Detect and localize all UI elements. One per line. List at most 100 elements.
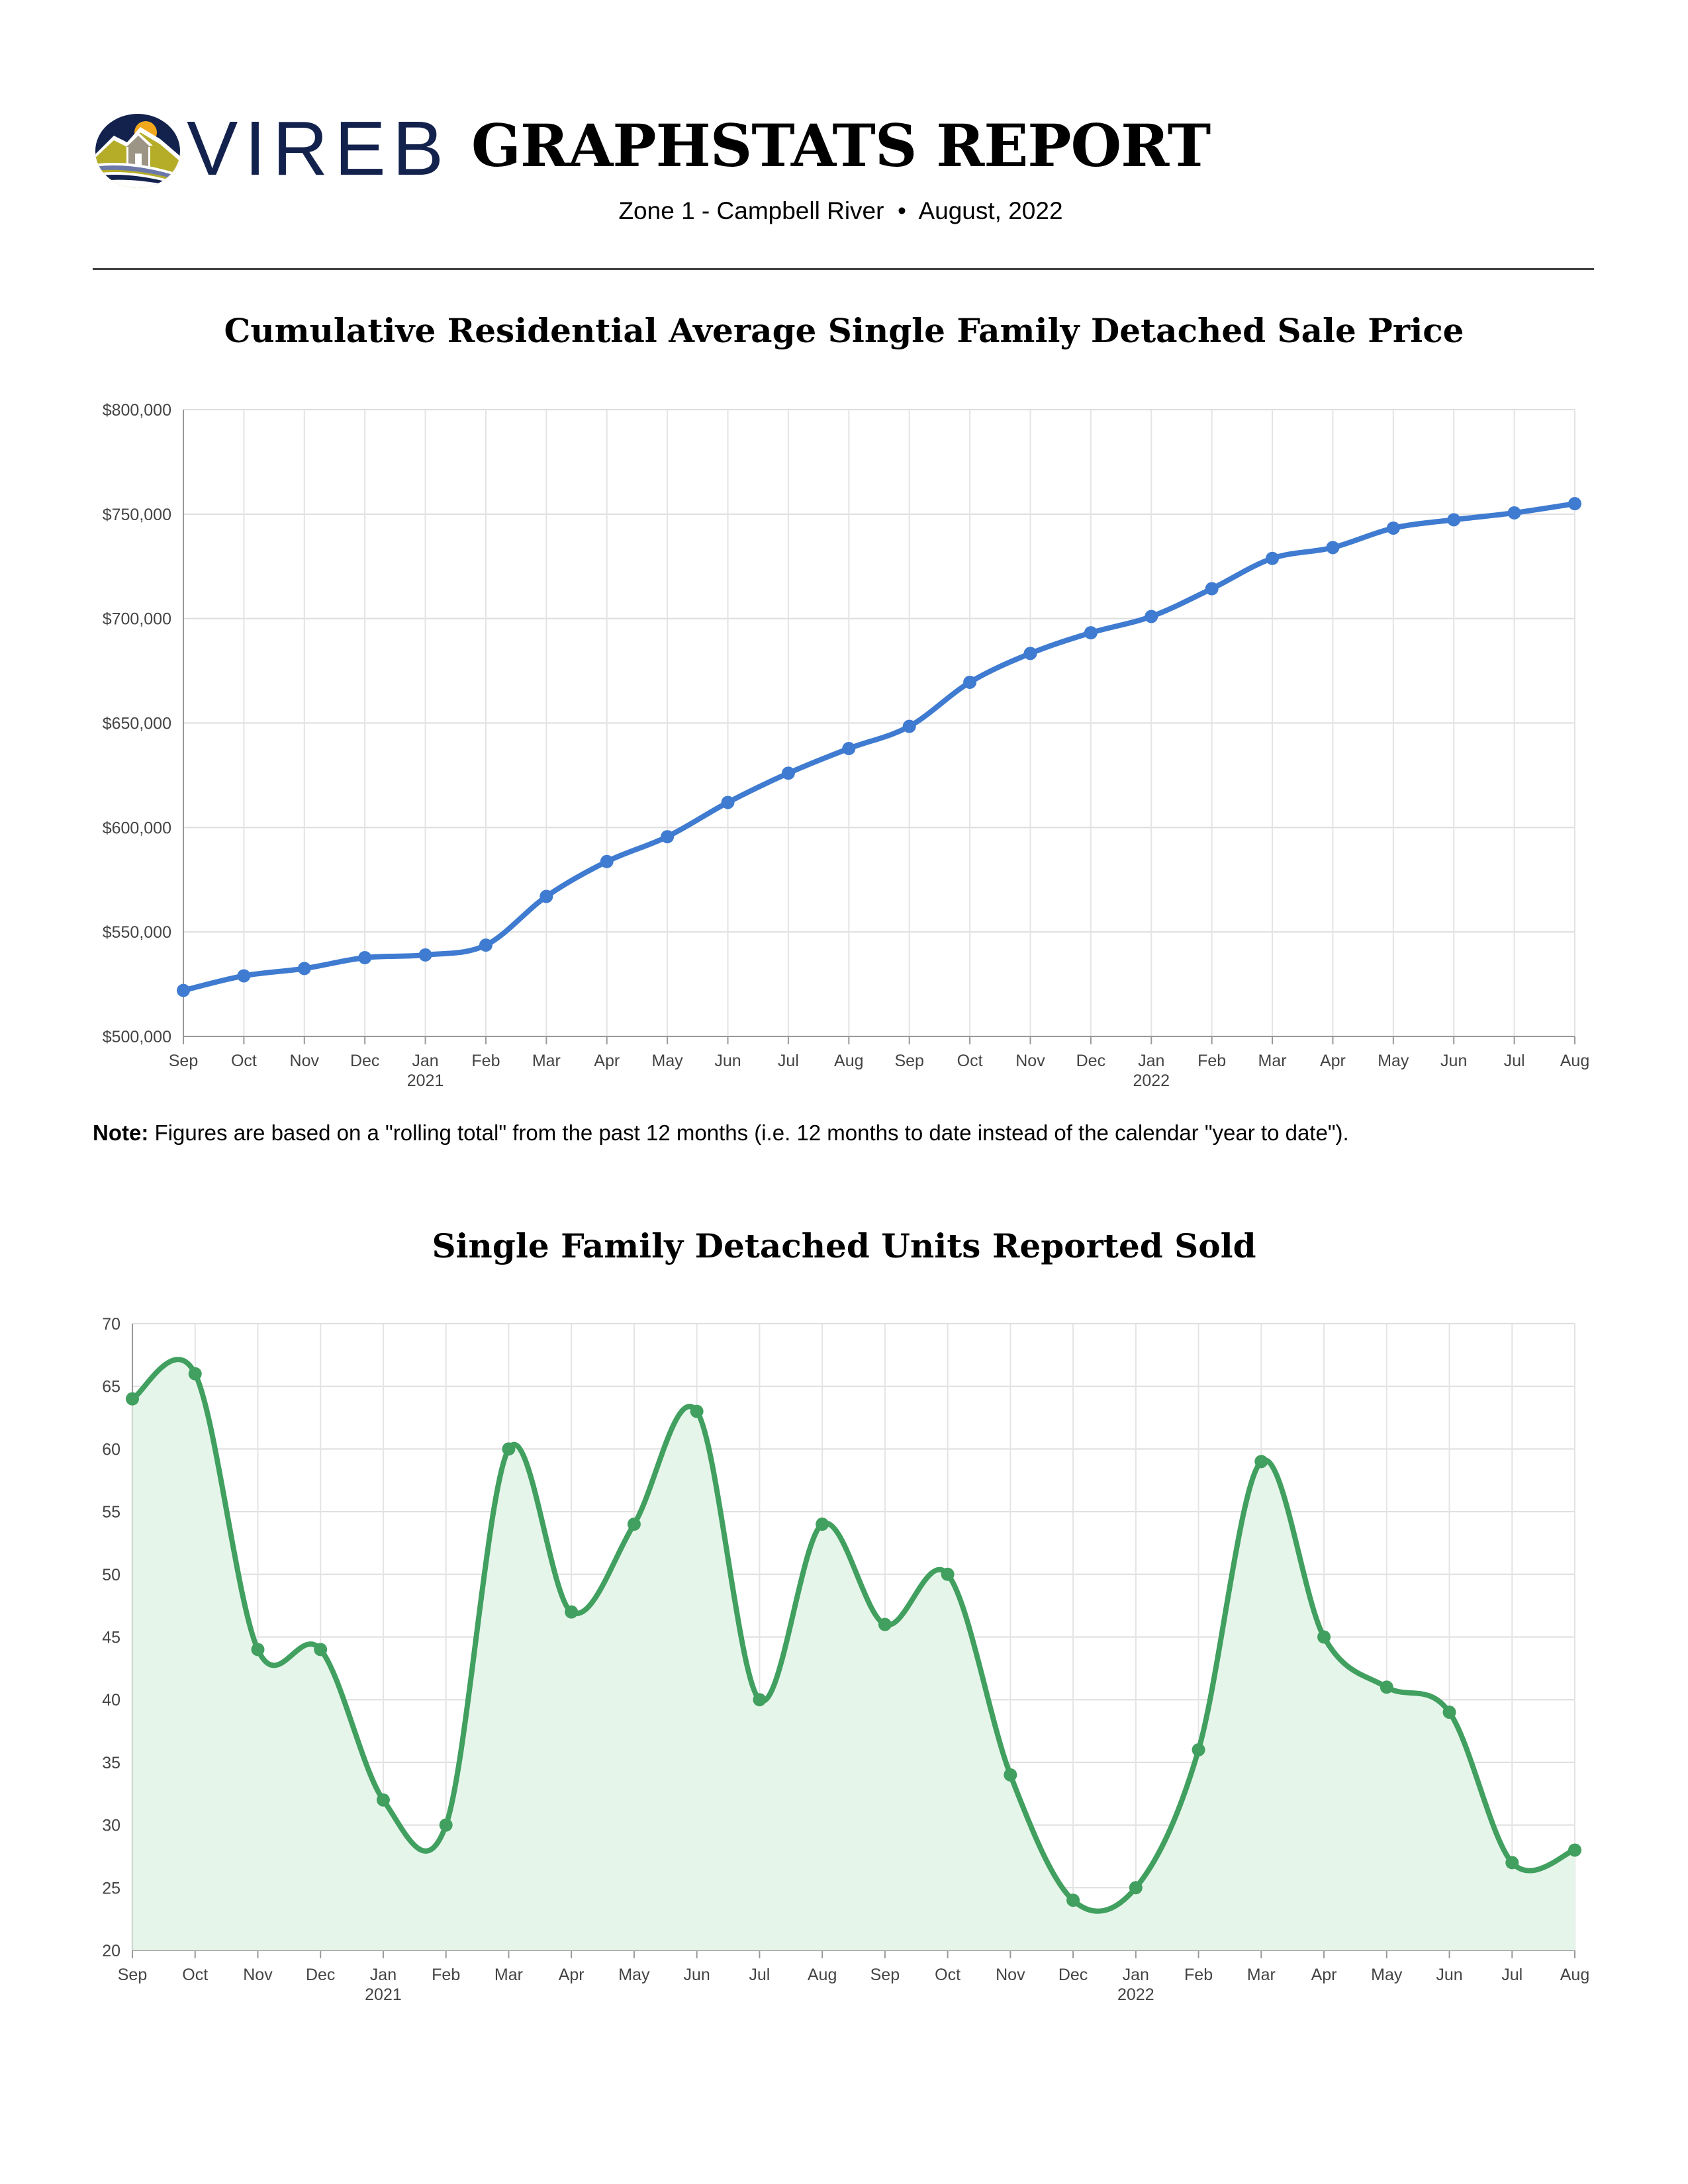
- data-point: [297, 962, 311, 976]
- x-tick-label: Sep: [894, 1052, 923, 1070]
- x-tick-label: Aug: [808, 1966, 837, 1984]
- data-point: [502, 1442, 516, 1456]
- x-tick-label: Mar: [532, 1052, 561, 1070]
- data-point: [627, 1518, 641, 1531]
- data-point: [1254, 1455, 1268, 1469]
- x-tick-label: Oct: [957, 1052, 983, 1070]
- data-point: [1066, 1893, 1080, 1907]
- data-point: [1145, 610, 1158, 623]
- y-tick-label: $600,000: [103, 819, 171, 837]
- x-tick-label: Nov: [290, 1052, 320, 1070]
- y-tick-label: 40: [102, 1691, 120, 1709]
- data-point: [661, 830, 675, 844]
- y-tick-label: $800,000: [103, 401, 171, 420]
- series-line: [130, 1357, 1576, 1914]
- report-subtitle: Zone 1 - Campbell River • August, 2022: [618, 197, 1063, 224]
- data-point: [1447, 513, 1461, 527]
- data-point: [565, 1605, 579, 1619]
- header-divider: [93, 268, 1594, 270]
- x-year-label: 2021: [407, 1071, 444, 1090]
- x-tick-label: Dec: [1058, 1966, 1088, 1984]
- x-tick-label: Mar: [494, 1966, 523, 1984]
- data-point: [1505, 1856, 1519, 1870]
- data-point: [358, 950, 372, 964]
- y-tick-label: 60: [102, 1440, 120, 1459]
- x-tick-label: Jan: [1123, 1966, 1149, 1984]
- note-label: Note:: [93, 1120, 149, 1145]
- x-tick-label: Mar: [1258, 1052, 1287, 1070]
- x-tick-label: Aug: [1560, 1966, 1589, 1984]
- x-tick-label: Feb: [1184, 1966, 1213, 1984]
- chart-1-title: Cumulative Residential Average Single Fa…: [224, 311, 1464, 350]
- y-tick-label: 25: [102, 1879, 120, 1897]
- x-tick-label: Jan: [370, 1966, 397, 1984]
- x-tick-label: May: [652, 1052, 684, 1070]
- chart-2-title: Single Family Detached Units Reported So…: [432, 1226, 1256, 1265]
- x-tick-label: Jul: [778, 1052, 799, 1070]
- x-tick-label: Oct: [231, 1052, 257, 1070]
- y-tick-label: 70: [102, 1315, 120, 1334]
- data-point: [600, 854, 614, 868]
- data-point: [1386, 521, 1400, 535]
- x-tick-label: Nov: [996, 1966, 1025, 1984]
- data-point: [1084, 626, 1098, 640]
- data-point: [237, 969, 251, 983]
- y-tick-label: $650,000: [103, 715, 171, 733]
- x-tick-label: Apr: [594, 1052, 620, 1070]
- x-tick-label: Apr: [1311, 1966, 1337, 1984]
- x-tick-label: Jul: [1504, 1052, 1525, 1070]
- x-tick-label: Mar: [1247, 1966, 1276, 1984]
- data-point: [1004, 1768, 1017, 1782]
- y-tick-label: 65: [102, 1378, 120, 1396]
- data-point: [781, 766, 795, 780]
- data-point: [1568, 1843, 1581, 1857]
- data-point: [439, 1818, 453, 1832]
- y-tick-label: 20: [102, 1942, 120, 1960]
- x-tick-label: Oct: [935, 1966, 961, 1984]
- data-point: [842, 742, 856, 756]
- data-point: [1442, 1706, 1456, 1719]
- x-tick-label: Jul: [1501, 1966, 1523, 1984]
- x-year-label: 2022: [1133, 1071, 1170, 1090]
- x-tick-label: Jan: [412, 1052, 438, 1070]
- x-tick-label: Nov: [243, 1966, 273, 1984]
- x-tick-label: May: [1378, 1052, 1409, 1070]
- data-point: [721, 796, 735, 809]
- data-point: [1326, 541, 1340, 555]
- data-point: [1266, 551, 1280, 565]
- x-tick-label: Nov: [1015, 1052, 1045, 1070]
- x-tick-label: Dec: [306, 1966, 335, 1984]
- data-point: [753, 1693, 767, 1707]
- x-tick-label: Jun: [1436, 1966, 1462, 1984]
- data-point: [878, 1617, 892, 1631]
- data-point: [1380, 1680, 1393, 1694]
- footnote: Note: Figures are based on a "rolling to…: [93, 1120, 1349, 1146]
- data-point: [902, 719, 916, 733]
- y-tick-label: 50: [102, 1566, 120, 1584]
- vireb-logo: VIREB: [94, 109, 444, 189]
- y-tick-label: 55: [102, 1503, 120, 1522]
- data-point: [126, 1392, 139, 1406]
- data-point: [1192, 1743, 1205, 1756]
- x-tick-label: Dec: [350, 1052, 379, 1070]
- price-line-chart: $500,000 $550,000 $600,000 $650,000 $700,000…: [103, 401, 1590, 1090]
- x-tick-label: May: [1371, 1966, 1403, 1984]
- logo-text: VIREB: [187, 105, 451, 191]
- data-point: [941, 1567, 955, 1581]
- report-title: GRAPHSTATS REPORT: [471, 111, 1211, 180]
- x-year-label: 2021: [365, 1985, 402, 2004]
- series-line: [183, 501, 1575, 993]
- data-point: [816, 1518, 829, 1531]
- data-point: [1023, 647, 1037, 660]
- x-tick-label: Jun: [1440, 1052, 1467, 1070]
- x-year-label: 2022: [1117, 1985, 1154, 2004]
- x-tick-label: Jan: [1138, 1052, 1164, 1070]
- x-tick-label: Feb: [1197, 1052, 1226, 1070]
- y-tick-label: 30: [102, 1817, 120, 1835]
- data-point: [418, 948, 432, 962]
- x-tick-label: May: [618, 1966, 650, 1984]
- series-area-fill: [132, 1359, 1575, 1950]
- y-tick-label: 45: [102, 1629, 120, 1647]
- x-tick-label: Apr: [559, 1966, 585, 1984]
